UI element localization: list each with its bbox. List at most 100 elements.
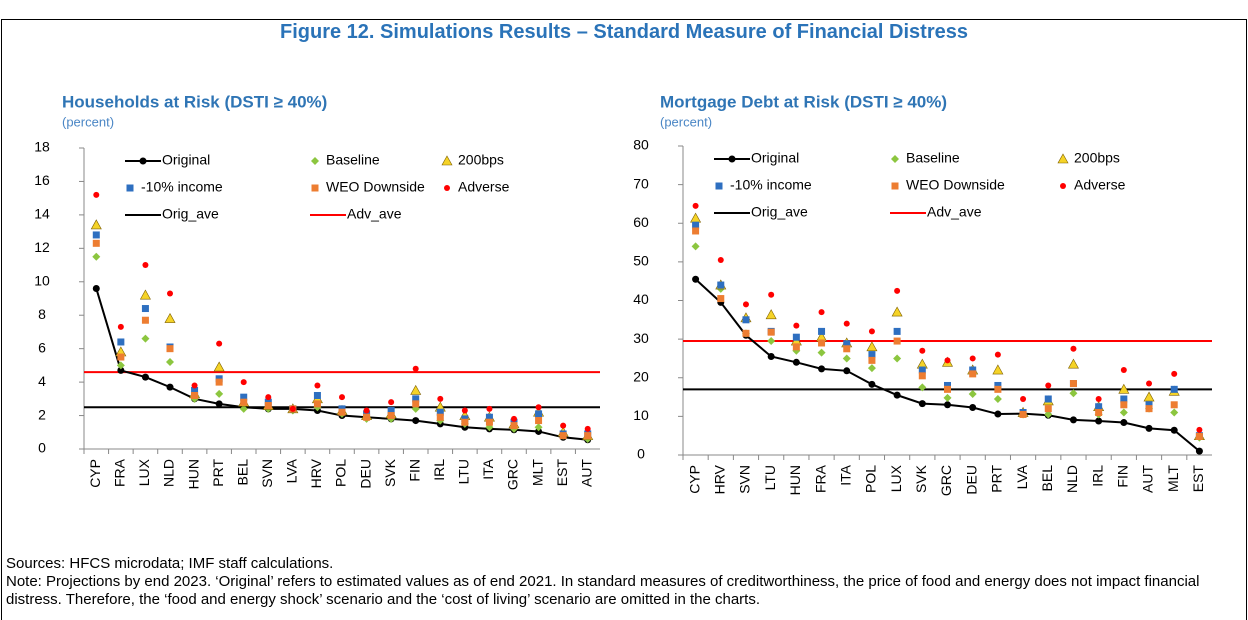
data-point bbox=[1044, 395, 1052, 403]
data-point bbox=[767, 353, 775, 361]
data-point bbox=[1143, 391, 1155, 402]
data-point bbox=[216, 340, 223, 347]
data-point bbox=[363, 413, 371, 421]
x-tick-label: DEU bbox=[357, 459, 373, 489]
x-tick-label: AUT bbox=[1140, 465, 1156, 493]
legend-label: 200bps bbox=[458, 152, 504, 168]
data-point bbox=[918, 366, 926, 374]
data-point bbox=[1095, 417, 1103, 425]
x-tick-label: LUX bbox=[136, 458, 152, 486]
data-point bbox=[191, 386, 199, 394]
data-point bbox=[141, 373, 149, 381]
data-point bbox=[1120, 395, 1128, 403]
data-point bbox=[818, 327, 826, 335]
y-tick-label: 40 bbox=[633, 291, 649, 307]
data-point bbox=[461, 418, 469, 426]
data-point bbox=[363, 407, 370, 414]
x-tick-label: EST bbox=[1190, 465, 1206, 493]
sources: Sources: HFCS microdata; IMF staff calcu… bbox=[6, 555, 334, 572]
data-point bbox=[1120, 367, 1127, 374]
data-point bbox=[1146, 380, 1153, 387]
data-point bbox=[164, 312, 176, 323]
data-point bbox=[717, 295, 725, 303]
data-point bbox=[412, 417, 420, 425]
y-tick-label: 0 bbox=[38, 440, 46, 456]
data-point bbox=[535, 417, 543, 425]
legend-label: -10% income bbox=[730, 177, 812, 193]
data-point bbox=[92, 239, 100, 247]
data-point bbox=[1118, 383, 1130, 394]
data-point bbox=[191, 382, 198, 389]
data-point bbox=[437, 395, 444, 402]
data-point bbox=[314, 382, 321, 389]
legend-label: 200bps bbox=[1074, 150, 1120, 166]
x-tick-label: IRL bbox=[431, 459, 447, 481]
data-point bbox=[792, 333, 800, 341]
x-tick-label: FIN bbox=[1115, 465, 1131, 488]
legend-swatch bbox=[126, 184, 134, 192]
data-point bbox=[1145, 401, 1153, 409]
data-point bbox=[339, 394, 345, 401]
data-point bbox=[167, 290, 173, 297]
data-point bbox=[994, 385, 1002, 393]
data-point bbox=[1044, 405, 1052, 413]
data-point bbox=[191, 391, 199, 399]
data-point bbox=[868, 328, 875, 335]
data-point bbox=[1120, 419, 1128, 427]
data-point bbox=[213, 361, 225, 372]
y-tick-label: 60 bbox=[633, 214, 649, 230]
y-tick-label: 16 bbox=[34, 172, 50, 188]
legend-label: Original bbox=[751, 150, 799, 166]
data-point bbox=[1170, 385, 1178, 393]
data-point bbox=[215, 400, 223, 408]
data-point bbox=[1119, 408, 1128, 417]
x-tick-label: EST bbox=[554, 459, 570, 487]
figure-title: Figure 12. Simulations Results – Standar… bbox=[280, 21, 968, 43]
data-point bbox=[843, 340, 851, 348]
x-tick-label: HRV bbox=[711, 464, 727, 494]
data-point bbox=[166, 345, 174, 353]
x-tick-label: HUN bbox=[185, 459, 201, 489]
data-point bbox=[535, 410, 543, 418]
data-point bbox=[891, 306, 903, 317]
data-point bbox=[240, 379, 247, 386]
data-point bbox=[92, 284, 100, 292]
y-tick-label: 6 bbox=[38, 339, 46, 355]
data-point bbox=[918, 400, 926, 408]
data-point bbox=[412, 400, 420, 408]
data-point bbox=[894, 287, 901, 294]
data-point bbox=[1145, 424, 1153, 432]
data-point bbox=[264, 402, 272, 410]
data-point bbox=[1196, 426, 1203, 433]
legend-label: Original bbox=[162, 152, 210, 168]
x-tick-label: ITA bbox=[837, 464, 853, 485]
data-point bbox=[559, 432, 567, 440]
data-point bbox=[90, 219, 102, 230]
legend-swatch bbox=[444, 185, 450, 191]
x-tick-label: SVN bbox=[737, 465, 753, 494]
data-point bbox=[969, 403, 977, 411]
x-tick-label: MLT bbox=[1165, 465, 1181, 492]
x-tick-label: PRT bbox=[210, 459, 226, 487]
data-point bbox=[510, 422, 518, 430]
data-point bbox=[265, 394, 272, 401]
data-point bbox=[410, 384, 422, 395]
data-point bbox=[768, 291, 775, 298]
legend-label: WEO Downside bbox=[906, 177, 1005, 193]
x-tick-label: CYP bbox=[686, 465, 702, 494]
data-point bbox=[944, 357, 951, 364]
data-point bbox=[818, 365, 826, 373]
data-point bbox=[918, 383, 927, 392]
x-tick-label: IRL bbox=[1089, 465, 1105, 487]
x-tick-label: FRA bbox=[112, 458, 128, 487]
data-point bbox=[289, 405, 296, 412]
y-tick-label: 70 bbox=[633, 175, 649, 191]
data-point bbox=[534, 423, 543, 432]
data-point bbox=[1067, 358, 1079, 369]
unit-label: (percent) bbox=[660, 114, 712, 129]
data-point bbox=[92, 231, 100, 239]
data-point bbox=[139, 289, 151, 300]
data-point bbox=[1120, 401, 1128, 409]
data-point bbox=[969, 355, 976, 362]
